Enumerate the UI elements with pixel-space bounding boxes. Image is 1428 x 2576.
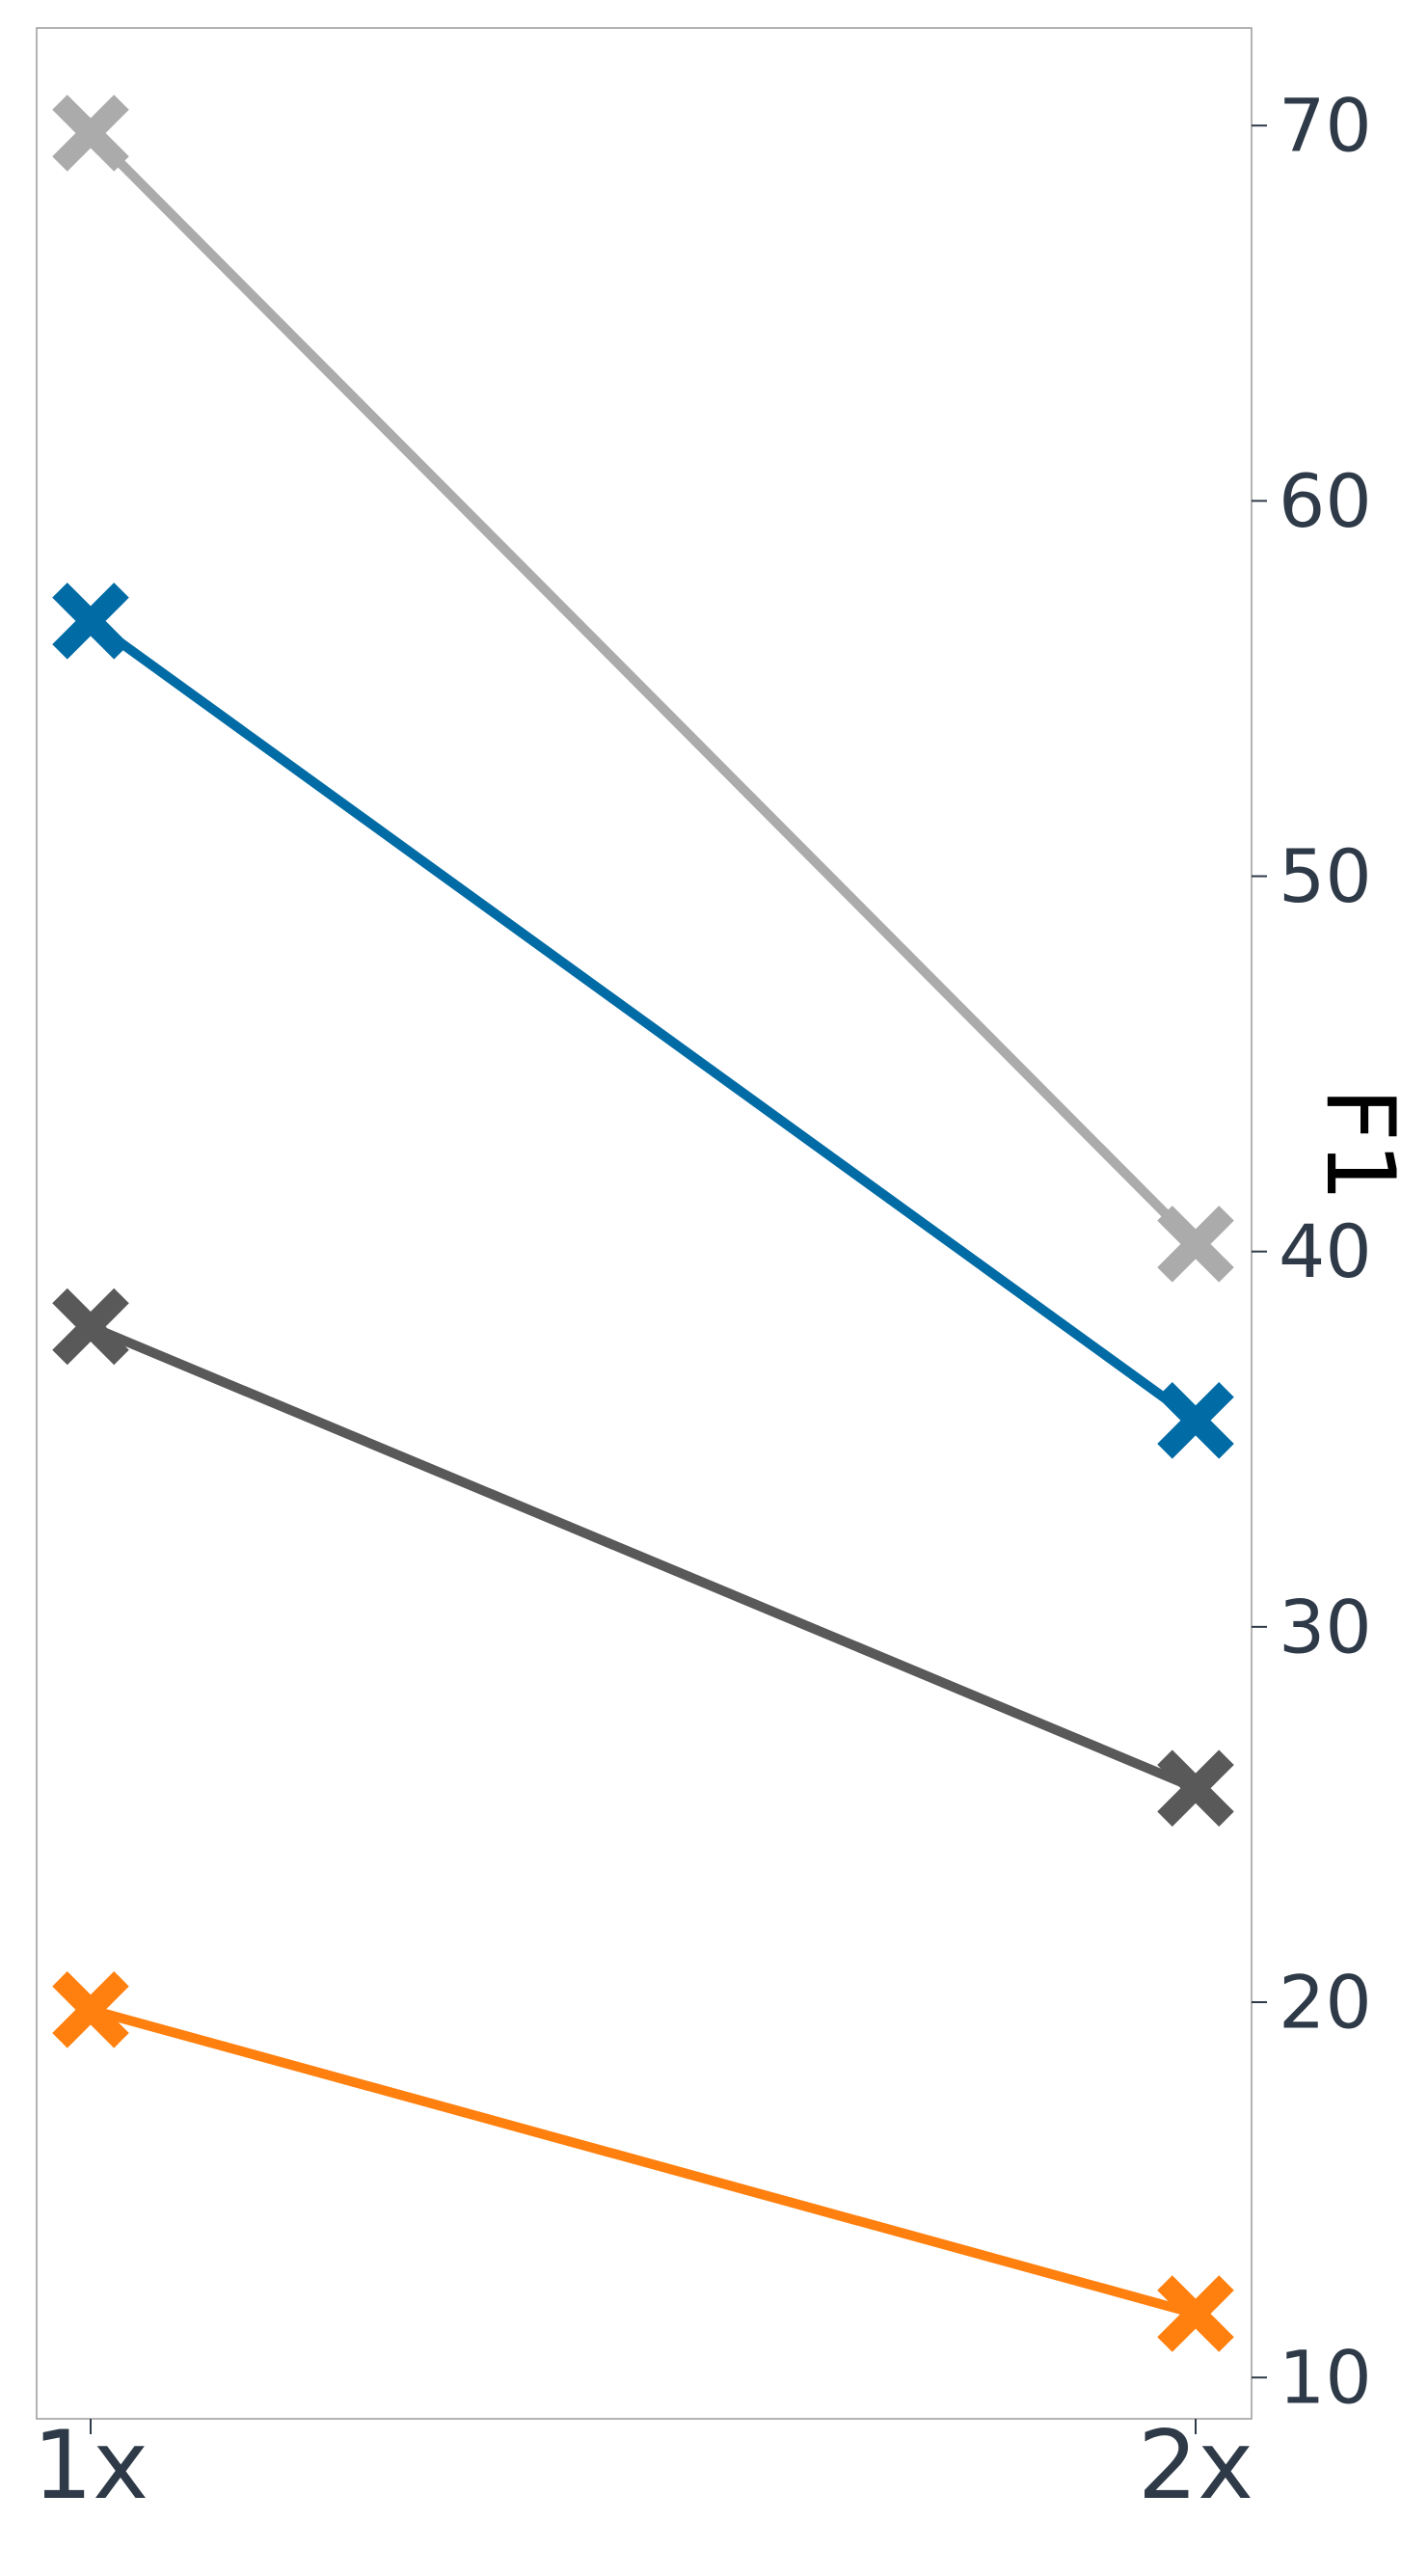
- y-axis-label: F1: [1305, 1088, 1415, 1203]
- data-point-marker: [1157, 1382, 1234, 1459]
- y-tick-label: 20: [1279, 1960, 1372, 2046]
- y-tick-label: 50: [1279, 833, 1372, 919]
- y-tick-label: 60: [1279, 458, 1372, 544]
- y-axis: 10 20 30 40 50 60 70: [1252, 83, 1372, 2421]
- data-point-marker: [52, 95, 129, 172]
- data-point-marker: [1157, 2275, 1234, 2352]
- data-point-marker: [1157, 1206, 1234, 1283]
- data-point-marker: [52, 583, 129, 660]
- series-dark-gray: [52, 1288, 1234, 1827]
- data-point-marker: [1157, 1749, 1234, 1827]
- series-light-gray: [52, 95, 1234, 1283]
- y-tick-label: 30: [1279, 1584, 1372, 1669]
- data-point-marker: [52, 1288, 129, 1366]
- data-point-marker: [52, 1971, 129, 2048]
- x-tick-label: 2x: [1138, 2411, 1253, 2521]
- series-line: [89, 1321, 1198, 1793]
- y-tick-label: 70: [1279, 83, 1372, 169]
- series-orange: [52, 1971, 1234, 2352]
- y-tick-label: 10: [1279, 2335, 1372, 2421]
- series-blue: [52, 583, 1234, 1459]
- series-line: [89, 2004, 1198, 2318]
- series-line: [88, 616, 1199, 1424]
- plot-area: [36, 27, 1253, 2420]
- series-layer: [52, 95, 1234, 2352]
- y-tick-label: 40: [1279, 1208, 1372, 1294]
- x-axis: 1x 2x: [33, 2411, 1253, 2521]
- x-tick-label: 1x: [33, 2411, 148, 2521]
- series-line: [87, 129, 1199, 1248]
